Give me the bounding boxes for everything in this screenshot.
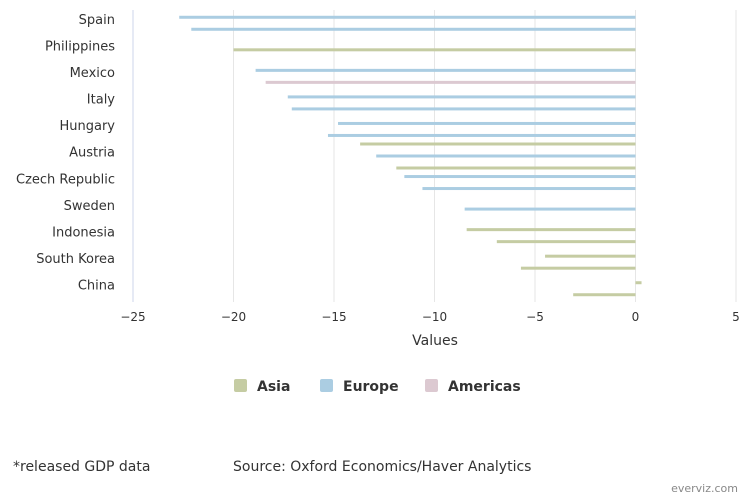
bar-indonesia-1 <box>496 240 636 244</box>
x-tick-label-3: −10 <box>422 310 447 324</box>
footnote: *released GDP data <box>13 459 151 475</box>
bar-austria-2 <box>396 166 636 170</box>
bar-spain-0 <box>179 15 636 19</box>
bar-czech-republic-1 <box>422 187 636 191</box>
x-tick-label-6: 5 <box>732 310 740 324</box>
category-label-china: China <box>78 278 115 293</box>
category-label-spain: Spain <box>79 13 115 28</box>
bar-mexico-0 <box>255 68 636 72</box>
bar-hungary-0 <box>338 121 636 125</box>
bar-china-0 <box>635 281 642 285</box>
category-label-austria: Austria <box>69 146 115 161</box>
bar-mexico-1 <box>265 80 636 84</box>
legend-label-americas: Americas <box>448 379 521 395</box>
bar-austria-1 <box>376 154 636 158</box>
category-label-hungary: Hungary <box>59 119 115 134</box>
legend-swatch-europe <box>320 379 333 392</box>
x-tick-label-1: −20 <box>221 310 246 324</box>
legend-label-europe: Europe <box>343 379 399 395</box>
bar-philippines-0 <box>233 48 636 52</box>
category-label-indonesia: Indonesia <box>52 225 115 240</box>
x-tick-label-4: −5 <box>526 310 544 324</box>
category-label-italy: Italy <box>87 93 116 108</box>
bar-south-korea-1 <box>520 266 636 270</box>
source-note: Source: Oxford Economics/Haver Analytics <box>233 459 532 475</box>
x-tick-label-5: 0 <box>632 310 640 324</box>
bar-hungary-1 <box>327 133 636 137</box>
category-label-philippines: Philippines <box>45 40 115 55</box>
bar-south-korea-0 <box>545 254 636 258</box>
legend-swatch-asia <box>234 379 247 392</box>
bar-china-1 <box>573 293 636 297</box>
category-label-sweden: Sweden <box>64 199 115 214</box>
gdp-bar-chart: Spain Philippines Mexico Italy Hungary Austri… <box>16 10 740 395</box>
bar-spain-1 <box>191 27 636 31</box>
legend-label-asia: Asia <box>257 379 290 395</box>
legend-swatch-americas <box>425 379 438 392</box>
bar-czech-republic-0 <box>404 175 636 179</box>
credit-link[interactable]: everviz.com <box>671 482 738 495</box>
category-label-south-korea: South Korea <box>36 252 115 267</box>
bar-indonesia-0 <box>466 228 636 232</box>
x-axis-title: Values <box>412 333 458 349</box>
category-label-mexico: Mexico <box>70 66 115 81</box>
category-label-czech-republic: Czech Republic <box>16 172 115 187</box>
bar-italy-1 <box>291 107 636 111</box>
bar-italy-0 <box>287 95 636 99</box>
bar-austria-0 <box>360 142 636 146</box>
x-tick-label-0: −25 <box>120 310 145 324</box>
x-tick-label-2: −15 <box>321 310 346 324</box>
bar-sweden-0 <box>464 207 636 211</box>
